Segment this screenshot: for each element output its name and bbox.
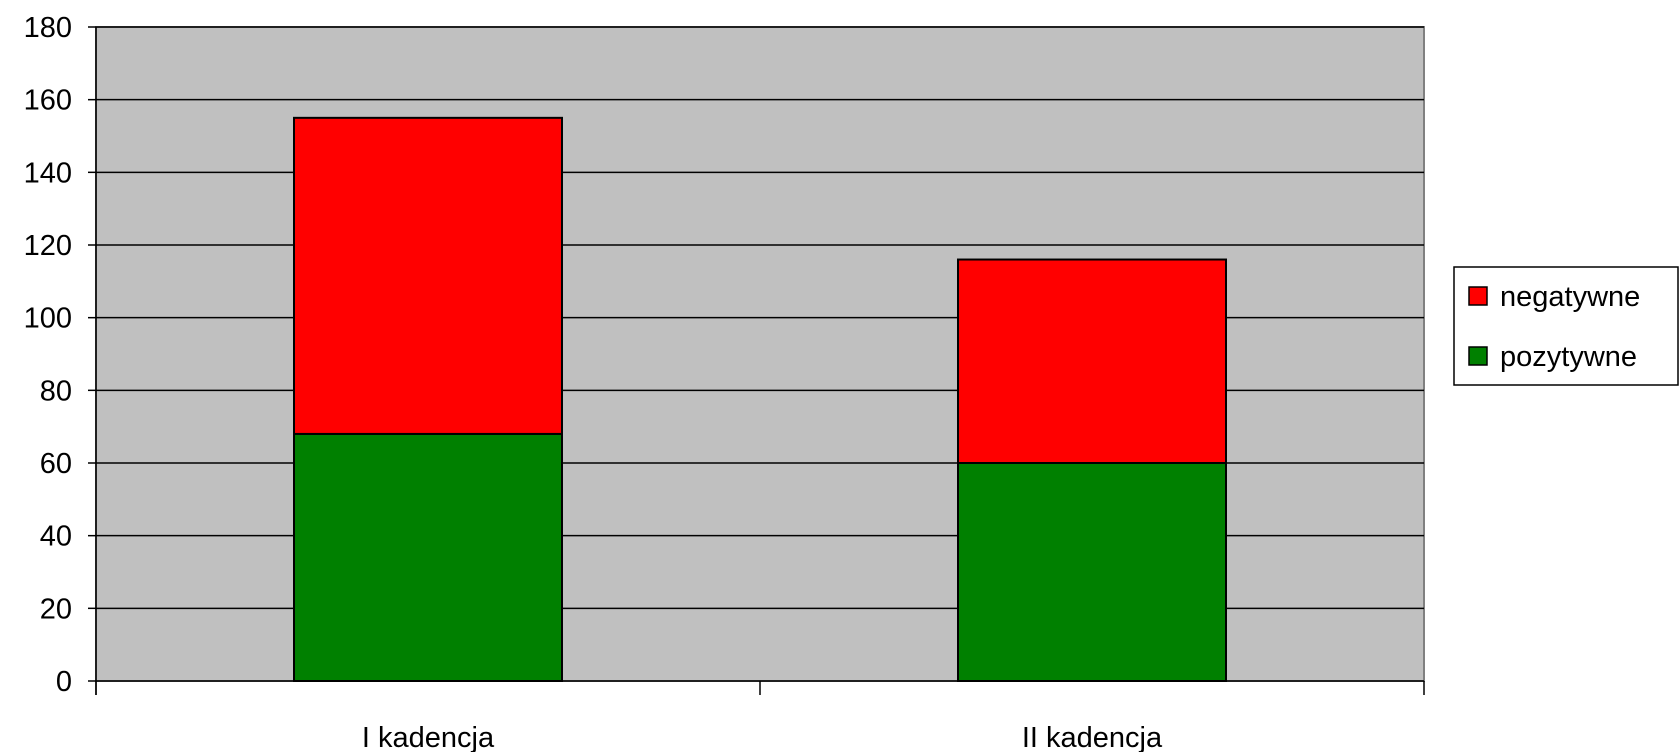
legend-box (1453, 266, 1679, 386)
legend-label-negatywne: negatywne (1500, 281, 1640, 313)
bar-negatywne-2 (957, 258, 1227, 464)
y-tick-label: 20 (40, 593, 72, 625)
y-tick-label: 60 (40, 448, 72, 480)
legend-swatch-pozytywne (1468, 346, 1488, 366)
y-tick-label: 160 (24, 85, 72, 117)
axes (88, 26, 1425, 695)
y-tick-label: 40 (40, 521, 72, 553)
x-axis-tick-labels: I kadencja II kadencja (362, 722, 1163, 752)
legend-swatch-negatywne (1468, 286, 1488, 306)
bars (293, 116, 1227, 682)
bar-pozytywne-1 (293, 432, 563, 682)
y-tick-label: 80 (40, 375, 72, 407)
legend: negatywne pozytywne (1453, 266, 1679, 386)
legend-label-pozytywne: pozytywne (1500, 341, 1637, 373)
bar-pozytywne-2 (957, 462, 1227, 682)
x-tick-label: II kadencja (1022, 722, 1163, 752)
y-tick-label: 100 (24, 303, 72, 335)
y-tick-label: 120 (24, 230, 72, 262)
y-axis-tick-labels: 0 20 40 60 80 100 120 140 160 180 (24, 12, 72, 698)
bar-negatywne-1 (293, 116, 563, 435)
x-tick-label: I kadencja (362, 722, 495, 752)
y-tick-label: 140 (24, 157, 72, 189)
y-tick-label: 0 (56, 666, 72, 698)
y-tick-label: 180 (24, 12, 72, 44)
